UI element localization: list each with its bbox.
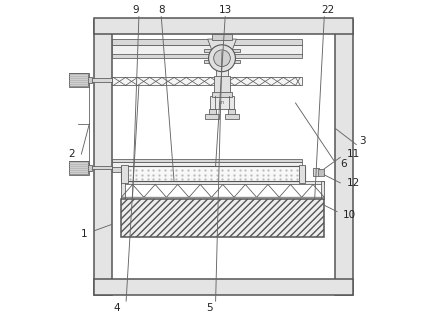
Bar (112, 39, 302, 46)
Bar (88, 165, 91, 171)
Bar (121, 199, 324, 237)
Bar (299, 165, 305, 183)
Text: 22: 22 (321, 5, 334, 15)
Bar (94, 20, 112, 295)
Polygon shape (208, 39, 236, 52)
Bar (121, 166, 305, 181)
Bar (89, 166, 112, 169)
Bar (321, 181, 324, 199)
Bar (112, 162, 302, 168)
Bar (214, 76, 230, 93)
Bar (121, 181, 324, 185)
Bar (112, 159, 302, 162)
Bar (204, 60, 240, 63)
Bar (121, 181, 124, 199)
Circle shape (209, 45, 235, 72)
Bar (88, 77, 91, 83)
Text: 4: 4 (113, 302, 120, 313)
Bar (336, 20, 353, 295)
Text: 2: 2 (68, 149, 75, 159)
Bar (212, 92, 232, 97)
Bar (68, 73, 89, 87)
Bar (210, 96, 234, 109)
Bar (212, 34, 232, 40)
Bar (225, 114, 238, 119)
Bar (209, 109, 216, 115)
Bar (228, 109, 235, 115)
Text: 11: 11 (346, 149, 360, 159)
Bar (89, 78, 112, 82)
Text: 13: 13 (218, 5, 232, 15)
Bar (112, 167, 302, 172)
Bar (112, 54, 302, 58)
Bar (69, 73, 88, 86)
Bar (206, 114, 219, 119)
Text: 5: 5 (206, 302, 213, 313)
Bar (313, 169, 320, 177)
Bar (69, 161, 88, 174)
Bar (216, 63, 228, 77)
Text: 8: 8 (158, 5, 165, 15)
Bar (68, 160, 89, 175)
Bar (121, 165, 128, 183)
Bar (94, 279, 353, 295)
Text: 3: 3 (359, 136, 366, 146)
Text: 10: 10 (343, 210, 357, 220)
Circle shape (214, 50, 230, 66)
Bar (94, 18, 353, 34)
Text: 12: 12 (346, 178, 360, 188)
Text: on: on (219, 100, 225, 105)
Bar (318, 169, 324, 176)
Text: 6: 6 (340, 159, 347, 169)
Bar (112, 77, 302, 85)
Text: 1: 1 (81, 229, 88, 239)
Bar (112, 46, 302, 55)
Bar (204, 49, 240, 52)
Text: 9: 9 (132, 5, 139, 15)
